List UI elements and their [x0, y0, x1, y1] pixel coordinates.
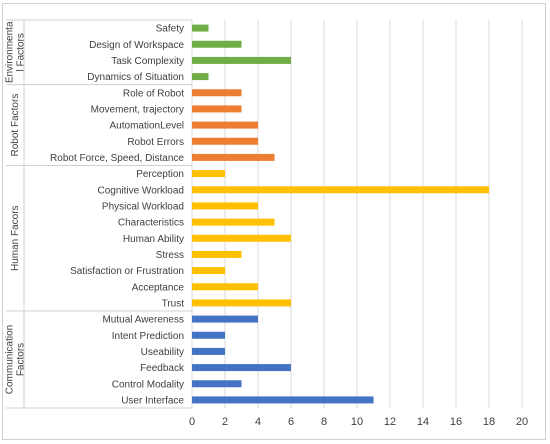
category-label: Movement, trajectory: [91, 104, 184, 115]
x-tick-label: 14: [417, 416, 429, 428]
bar: [192, 89, 242, 97]
bar: [192, 153, 275, 161]
group-label-line: l Factors: [16, 33, 27, 71]
bar: [192, 137, 258, 145]
category-label: Characteristics: [118, 218, 184, 229]
group-label-line: Factors: [16, 343, 27, 376]
category-label: Robot Force, Speed, Distance: [50, 153, 184, 164]
bar: [192, 218, 275, 226]
x-tick-label: 12: [384, 416, 396, 428]
category-label: Cognitive Workload: [97, 185, 184, 196]
category-labels: Safety Design of Workspace Task Complexity…: [50, 24, 185, 407]
group-label: CommunicationFactors: [5, 325, 27, 394]
bar: [192, 267, 225, 275]
x-axis-ticks: 0 2 4 6 8 10 12 14 16 18 20: [189, 416, 528, 428]
category-label: AutomationLevel: [110, 121, 185, 132]
category-label: Trust: [162, 298, 185, 309]
group-label-line: Communication: [5, 325, 16, 394]
group-label: Environmental Factors: [5, 21, 27, 83]
bar: [192, 170, 225, 178]
bar: [192, 202, 258, 210]
bars: [192, 24, 489, 404]
category-label: Perception: [136, 169, 184, 180]
bar: [192, 24, 209, 32]
bar: [192, 299, 291, 307]
x-tick-label: 6: [288, 416, 294, 428]
category-label: Control Modality: [112, 379, 184, 390]
category-label: Design of Workspace: [89, 40, 184, 51]
bar: [192, 105, 242, 113]
x-tick-label: 16: [450, 416, 462, 428]
category-label: Acceptance: [132, 282, 185, 293]
x-tick-label: 8: [321, 416, 327, 428]
x-tick-label: 0: [189, 416, 195, 428]
x-tick-label: 4: [255, 416, 261, 428]
group-label-line: Robot Factors: [10, 94, 21, 157]
bar: [192, 315, 258, 323]
x-tick-label: 18: [483, 416, 495, 428]
category-label: Dynamics of Situation: [87, 72, 184, 83]
bar: [192, 396, 374, 404]
x-tick-label: 2: [222, 416, 228, 428]
bar: [192, 121, 258, 129]
category-label: Physical Workload: [102, 201, 184, 212]
group-label: Human Facors: [10, 205, 21, 271]
category-label: Intent Prediction: [112, 331, 184, 342]
group-label: Robot Factors: [10, 94, 21, 157]
category-label: Role of Robot: [123, 88, 184, 99]
category-label: Safety: [156, 24, 184, 35]
bar: [192, 364, 291, 372]
bar: [192, 347, 225, 355]
category-label: Task Complexity: [111, 56, 184, 67]
category-label: Mutual Awereness: [102, 315, 184, 326]
bar: [192, 40, 242, 48]
category-label: Feedback: [140, 363, 185, 374]
bar: [192, 186, 489, 194]
bar: [192, 380, 242, 388]
bar: [192, 73, 209, 81]
bar: [192, 250, 242, 258]
group-boxes: Environmental Factors Robot Factors Human …: [5, 19, 192, 409]
x-tick-label: 10: [351, 416, 363, 428]
category-label: Useability: [141, 347, 184, 358]
bar: [192, 56, 291, 64]
category-label: User Interface: [121, 395, 184, 406]
category-label: Robot Errors: [127, 137, 184, 148]
gridlines: [191, 20, 523, 408]
category-label: Satisfaction or Frustration: [70, 266, 184, 277]
bar: [192, 234, 291, 242]
bar: [192, 283, 258, 291]
group-label-line: Human Facors: [10, 205, 21, 271]
bar: [192, 331, 225, 339]
category-label: Stress: [156, 250, 184, 261]
x-tick-label: 20: [516, 416, 528, 428]
category-label: Human Ability: [123, 234, 184, 245]
group-label-line: Environmenta: [5, 21, 16, 83]
